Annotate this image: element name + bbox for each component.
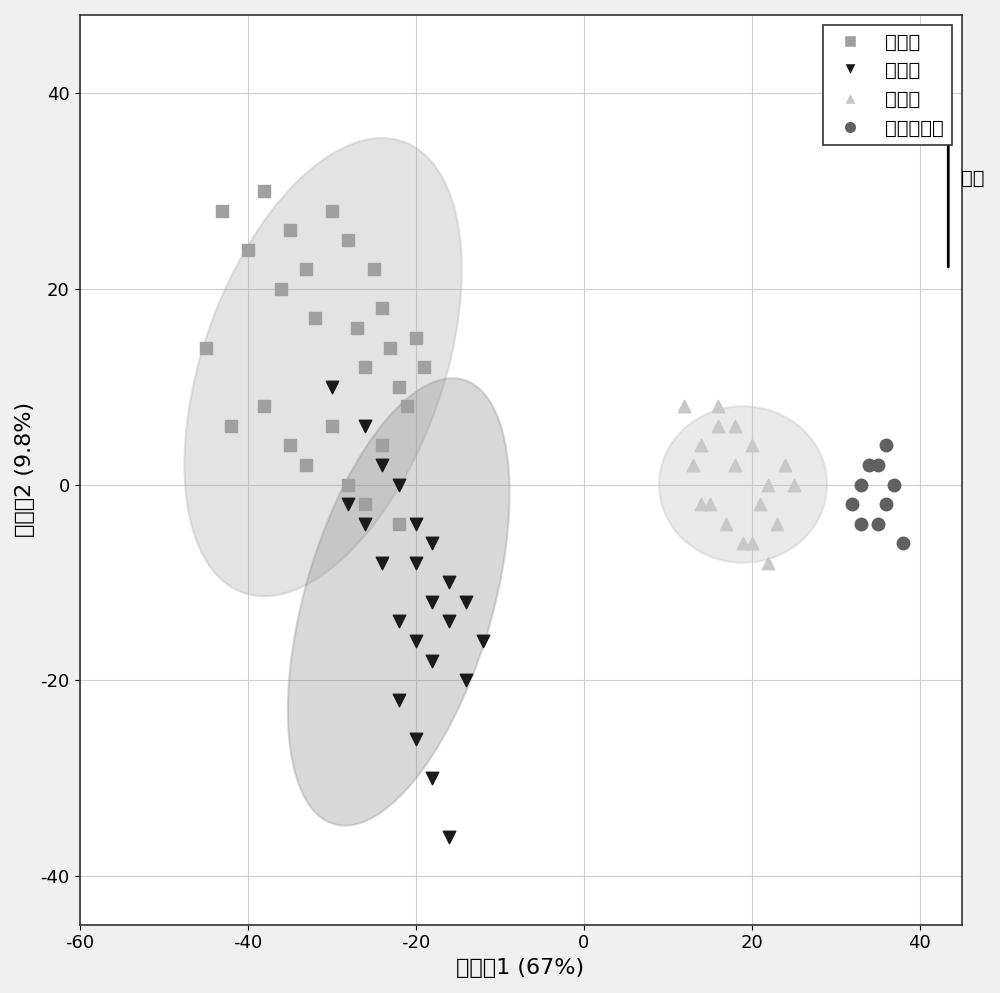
Point <box>357 359 373 375</box>
Point <box>475 634 491 649</box>
Point <box>391 515 407 531</box>
Point <box>870 515 886 531</box>
Point <box>256 398 272 414</box>
Point <box>786 477 802 493</box>
Point <box>408 634 424 649</box>
Point <box>424 594 440 610</box>
Point <box>357 515 373 531</box>
Point <box>702 496 718 512</box>
Ellipse shape <box>184 138 462 596</box>
Point <box>735 535 751 551</box>
Point <box>424 652 440 668</box>
Point <box>878 438 894 454</box>
Point <box>895 535 911 551</box>
Point <box>685 457 701 473</box>
Point <box>710 398 726 414</box>
Point <box>878 496 894 512</box>
Ellipse shape <box>659 406 827 563</box>
Point <box>366 261 382 277</box>
Point <box>324 418 340 434</box>
Point <box>340 232 356 248</box>
Point <box>382 340 398 355</box>
Point <box>693 496 709 512</box>
Point <box>853 515 869 531</box>
Point <box>391 477 407 493</box>
Point <box>853 477 869 493</box>
Point <box>727 418 743 434</box>
Point <box>861 457 877 473</box>
Point <box>357 496 373 512</box>
Point <box>391 692 407 708</box>
Point <box>340 477 356 493</box>
Ellipse shape <box>288 378 510 825</box>
Point <box>769 515 785 531</box>
Point <box>760 555 776 571</box>
Point <box>374 438 390 454</box>
Point <box>416 359 432 375</box>
Point <box>777 457 793 473</box>
Point <box>256 183 272 199</box>
Point <box>298 457 314 473</box>
Point <box>223 418 239 434</box>
Point <box>374 457 390 473</box>
Point <box>744 535 760 551</box>
Point <box>424 535 440 551</box>
Point <box>357 418 373 434</box>
Point <box>441 614 457 630</box>
Point <box>198 340 214 355</box>
Point <box>273 281 289 297</box>
Point <box>240 242 256 258</box>
Point <box>886 477 902 493</box>
Point <box>676 398 692 414</box>
Point <box>391 614 407 630</box>
Point <box>391 378 407 394</box>
Point <box>408 330 424 346</box>
Point <box>693 438 709 454</box>
Point <box>752 496 768 512</box>
X-axis label: 主成分1 (67%): 主成分1 (67%) <box>456 958 585 978</box>
Point <box>710 418 726 434</box>
Point <box>374 301 390 317</box>
Point <box>349 320 365 336</box>
Point <box>214 203 230 218</box>
Point <box>760 477 776 493</box>
Point <box>844 496 860 512</box>
Point <box>718 515 734 531</box>
Point <box>298 261 314 277</box>
Point <box>408 731 424 747</box>
Point <box>307 310 323 326</box>
Text: 感染: 感染 <box>962 169 985 189</box>
Point <box>399 398 415 414</box>
Point <box>282 438 298 454</box>
Point <box>324 203 340 218</box>
Point <box>870 457 886 473</box>
Point <box>727 457 743 473</box>
Point <box>458 594 474 610</box>
Point <box>424 770 440 785</box>
Legend: 高剂量, 中剂量, 低剂量, 未感染对照: 高剂量, 中剂量, 低剂量, 未感染对照 <box>823 25 952 145</box>
Point <box>441 829 457 845</box>
Point <box>282 222 298 238</box>
Point <box>744 438 760 454</box>
Point <box>408 555 424 571</box>
Y-axis label: 主成分2 (9.8%): 主成分2 (9.8%) <box>15 402 35 537</box>
Point <box>340 496 356 512</box>
Point <box>441 574 457 590</box>
Point <box>458 672 474 688</box>
Point <box>374 555 390 571</box>
Point <box>324 378 340 394</box>
Point <box>408 515 424 531</box>
